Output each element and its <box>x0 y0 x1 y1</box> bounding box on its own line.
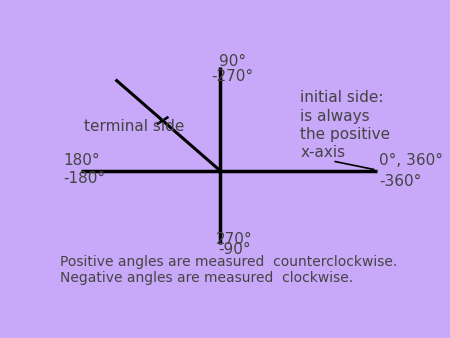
Text: Negative angles are measured  clockwise.: Negative angles are measured clockwise. <box>60 271 353 285</box>
Text: Positive angles are measured  counterclockwise.: Positive angles are measured countercloc… <box>60 255 397 269</box>
Text: -180°: -180° <box>63 171 105 186</box>
Text: initial side:: initial side: <box>301 90 384 105</box>
Text: terminal side: terminal side <box>84 119 184 134</box>
Text: -90°: -90° <box>218 242 250 257</box>
Text: 90°: 90° <box>219 54 246 69</box>
Text: 270°: 270° <box>216 232 252 247</box>
Text: -270°: -270° <box>212 69 253 83</box>
Text: 0°, 360°: 0°, 360° <box>379 153 443 168</box>
Text: the positive: the positive <box>301 127 391 142</box>
Text: -360°: -360° <box>379 174 421 189</box>
Text: is always: is always <box>301 108 370 123</box>
Text: 180°: 180° <box>63 153 100 168</box>
Text: x-axis: x-axis <box>301 145 346 160</box>
